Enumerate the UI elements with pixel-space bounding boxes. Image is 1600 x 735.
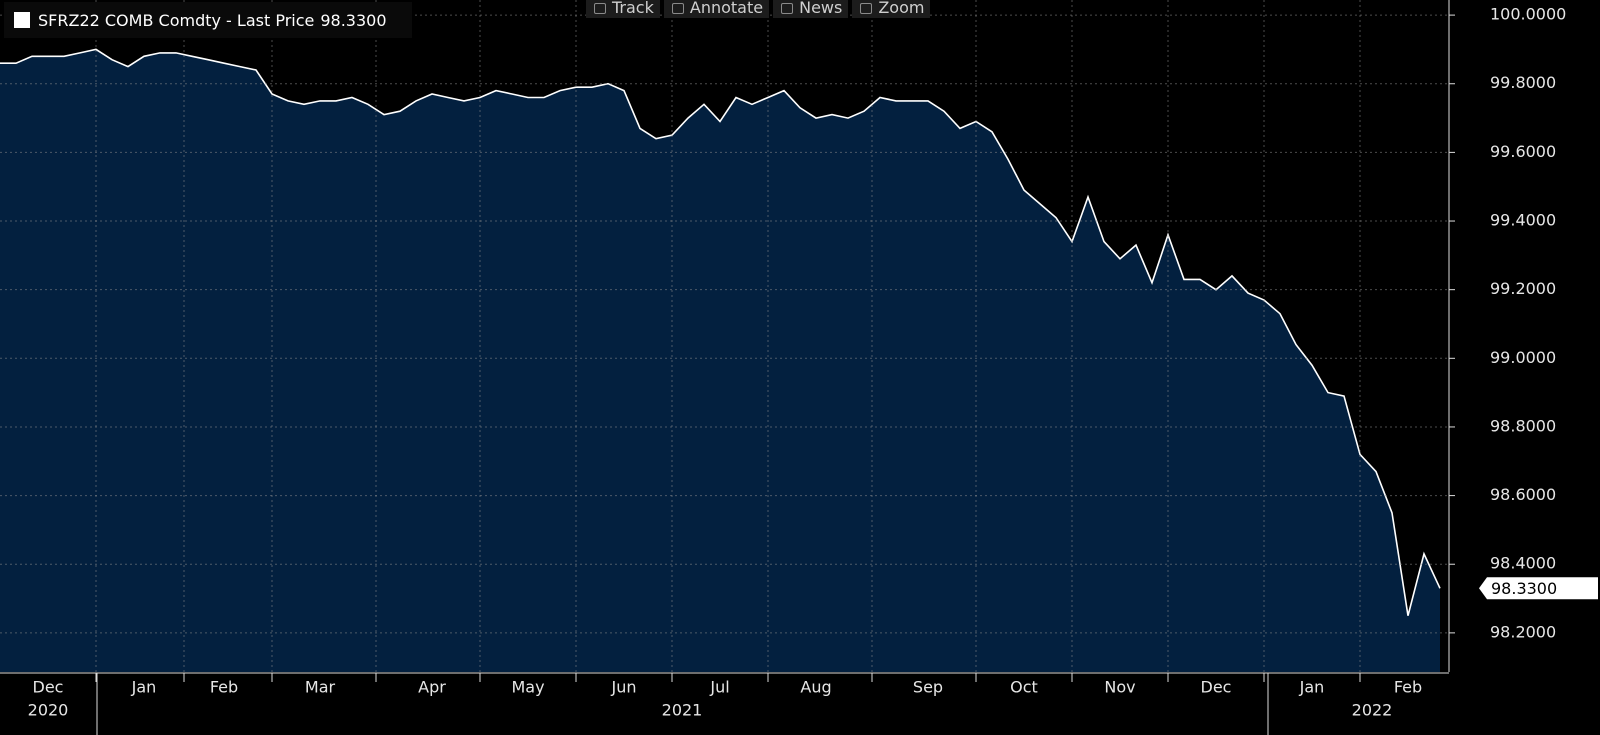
x-tick-label: Feb — [210, 678, 238, 697]
year-label: 2020 — [28, 701, 69, 720]
y-tick-label: 100.0000 — [1490, 5, 1566, 24]
x-tick-label: Dec — [33, 678, 64, 697]
x-tick-label: Jan — [131, 678, 157, 697]
toolbar: Track Annotate News Zoom — [586, 0, 931, 18]
legend-text: SFRZ22 COMB Comdty - Last Price 98.3300 — [38, 11, 387, 30]
x-tick-label: Dec — [1201, 678, 1232, 697]
x-tick-label: Jan — [1299, 678, 1325, 697]
y-tick-label: 98.2000 — [1490, 622, 1556, 641]
x-tick-label: Sep — [913, 678, 943, 697]
x-tick-label: Jul — [709, 678, 729, 697]
x-tick-label: Feb — [1394, 678, 1422, 697]
x-tick-label: Oct — [1010, 678, 1038, 697]
toolbar-button[interactable]: Annotate — [663, 0, 770, 18]
y-tick-label: 98.6000 — [1490, 485, 1556, 504]
toolbar-button[interactable]: Track — [586, 0, 660, 18]
area — [0, 49, 1440, 672]
toolbar-button[interactable]: News — [773, 0, 849, 18]
y-tick-label: 98.8000 — [1490, 416, 1556, 435]
y-tick-label: 99.4000 — [1490, 211, 1556, 230]
last-price-tag — [1479, 577, 1598, 600]
x-tick-label: Apr — [418, 678, 446, 697]
year-label: 2022 — [1352, 701, 1393, 720]
legend-swatch — [14, 12, 30, 28]
y-tick-label: 99.6000 — [1490, 142, 1556, 161]
legend-entry: SFRZ22 COMB Comdty - Last Price — [38, 11, 314, 30]
y-tick-label: 99.0000 — [1490, 348, 1556, 367]
y-tick-label: 98.4000 — [1490, 554, 1556, 573]
x-tick-label: May — [511, 678, 544, 697]
legend-background — [4, 2, 412, 38]
x-tick-label: Aug — [800, 678, 831, 697]
legend-value: 98.3300 — [320, 11, 386, 30]
x-tick-label: Mar — [305, 678, 336, 697]
last-price-label: 98.3300 — [1491, 579, 1557, 598]
toolbar-button[interactable]: Zoom — [852, 0, 931, 18]
x-tick-label: Jun — [611, 678, 637, 697]
year-label: 2021 — [662, 701, 703, 720]
line — [0, 48, 1441, 616]
y-tick-label: 99.2000 — [1490, 279, 1556, 298]
y-tick-label: 99.8000 — [1490, 73, 1556, 92]
x-tick-label: Nov — [1104, 678, 1135, 697]
